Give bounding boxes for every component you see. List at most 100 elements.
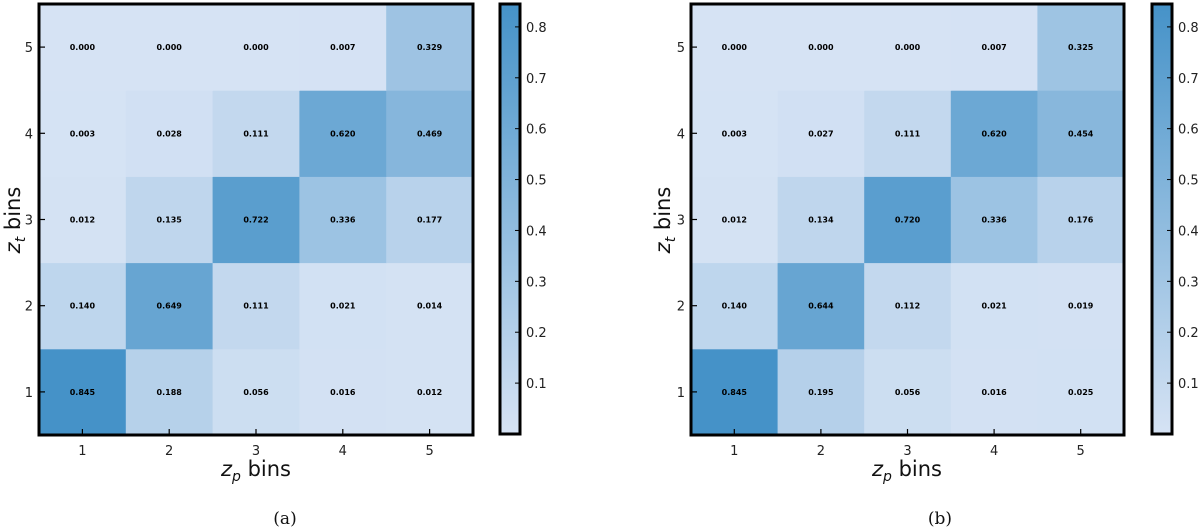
y-tick-label: 4 xyxy=(25,127,33,142)
cell-value-label: 0.336 xyxy=(330,216,356,225)
cell-value-label: 0.000 xyxy=(895,43,921,52)
heatmap-cells-a xyxy=(39,4,474,436)
cell-value-label: 0.003 xyxy=(722,129,747,138)
colorbar-tick-label: 0.6 xyxy=(526,123,547,138)
y-tick-label: 4 xyxy=(677,127,685,142)
x-axis-label-a: zp bins xyxy=(220,457,291,485)
heatmap-cell xyxy=(1037,4,1125,91)
cell-value-label: 0.140 xyxy=(722,302,748,311)
heatmap-cell xyxy=(299,4,387,91)
y-axis-label-a: zt bins xyxy=(1,187,29,255)
heatmap-cell xyxy=(691,348,779,436)
heatmap-cell xyxy=(864,90,952,177)
cell-labels-b: 0.845 0.195 0.056 0.016 0.025 0.140 0.644 0.112… xyxy=(722,43,1094,397)
heatmap-cell xyxy=(39,4,127,91)
cell-value-label: 0.845 xyxy=(70,388,96,397)
cell-value-label: 0.644 xyxy=(808,302,834,311)
cell-value-label: 0.021 xyxy=(330,302,356,311)
cell-value-label: 0.177 xyxy=(417,216,442,225)
cell-value-label: 0.012 xyxy=(417,388,442,397)
heatmap-cell xyxy=(125,348,214,436)
cell-value-label: 0.111 xyxy=(243,302,269,311)
heatmap-cell xyxy=(950,90,1038,177)
colorbar-tick-label: 0.4 xyxy=(526,224,547,239)
y-tick-label: 3 xyxy=(677,214,685,229)
cell-value-label: 0.025 xyxy=(1068,388,1094,397)
cell-value-label: 0.620 xyxy=(981,129,1007,138)
colorbar-ticks-a: 0.1 0.2 0.3 0.4 0.5 0.6 0.7 0.8 xyxy=(515,21,547,392)
cell-value-label: 0.056 xyxy=(243,388,269,397)
y-tick-label: 5 xyxy=(677,41,685,56)
heatmap-cell xyxy=(39,262,127,350)
colorbar-tick-label: 0.2 xyxy=(526,326,547,341)
cell-value-label: 0.176 xyxy=(1068,216,1094,225)
cell-value-label: 0.028 xyxy=(157,129,183,138)
cell-value-label: 0.019 xyxy=(1068,302,1094,311)
cell-value-label: 0.111 xyxy=(895,129,921,138)
cell-value-label: 0.000 xyxy=(157,43,183,52)
y-ticks-b: 1 2 3 4 5 xyxy=(677,41,697,401)
heatmap-cell xyxy=(386,176,474,264)
heatmap-cell xyxy=(1037,176,1125,264)
heatmap-cell xyxy=(212,4,300,91)
heatmap-cell xyxy=(864,4,952,91)
cell-value-label: 0.000 xyxy=(722,43,748,52)
x-ticks-a: 1 2 3 4 5 xyxy=(78,429,434,459)
heatmap-cell xyxy=(950,262,1038,350)
heatmap-cell xyxy=(212,176,300,264)
heatmap-cell xyxy=(777,90,865,177)
colorbar-tick-label: 0.3 xyxy=(526,275,547,290)
x-tick-label: 2 xyxy=(165,444,173,459)
cell-value-label: 0.469 xyxy=(417,129,443,138)
colorbar-tick-label: 0.7 xyxy=(526,72,547,87)
heatmap-cell xyxy=(1037,348,1125,436)
heatmap-cell xyxy=(299,176,387,264)
y-tick-label: 2 xyxy=(25,300,33,315)
cell-value-label: 0.000 xyxy=(243,43,269,52)
heatmap-cell xyxy=(39,90,127,177)
heatmap-cell xyxy=(864,176,952,264)
cell-value-label: 0.007 xyxy=(981,43,1006,52)
cell-value-label: 0.845 xyxy=(722,388,748,397)
cell-value-label: 0.007 xyxy=(330,43,355,52)
cell-value-label: 0.135 xyxy=(157,216,183,225)
heatmap-cell xyxy=(864,262,952,350)
cell-value-label: 0.195 xyxy=(808,388,834,397)
colorbar-tick-label: 0.6 xyxy=(1178,123,1199,138)
cell-value-label: 0.329 xyxy=(417,43,443,52)
cell-value-label: 0.016 xyxy=(330,388,356,397)
x-tick-label: 5 xyxy=(425,444,433,459)
colorbar-tick-label: 0.5 xyxy=(526,174,547,189)
cell-value-label: 0.722 xyxy=(243,216,268,225)
cell-value-label: 0.325 xyxy=(1068,43,1094,52)
colorbar-tick-label: 0.5 xyxy=(1178,174,1199,189)
heatmap-cell xyxy=(212,90,300,177)
colorbar-tick-label: 0.2 xyxy=(1178,326,1199,341)
heatmap-cell xyxy=(691,90,779,177)
colorbar-tick-label: 0.8 xyxy=(526,21,547,36)
cell-value-label: 0.014 xyxy=(417,302,443,311)
colorbar-tick-label: 0.1 xyxy=(526,377,547,392)
heatmap-cell xyxy=(386,262,474,350)
heatmap-cell xyxy=(39,176,127,264)
x-tick-label: 2 xyxy=(817,444,825,459)
heatmap-cell xyxy=(950,348,1038,436)
heatmap-cell xyxy=(125,176,214,264)
colorbar-tick-label: 0.4 xyxy=(1178,224,1199,239)
y-tick-label: 3 xyxy=(25,214,33,229)
heatmap-cell xyxy=(386,90,474,177)
heatmap-cell xyxy=(299,90,387,177)
y-axis-label-b: zt bins xyxy=(651,187,679,255)
heatmap-cell xyxy=(691,176,779,264)
colorbar-tick-label: 0.7 xyxy=(1178,72,1199,87)
heatmap-cell xyxy=(777,4,865,91)
heatmap-cells-b xyxy=(691,4,1125,436)
heatmap-cell xyxy=(125,262,214,350)
cell-value-label: 0.021 xyxy=(981,302,1007,311)
cell-labels-a: 0.845 0.188 0.056 0.016 0.012 0.140 0.649 0.111… xyxy=(70,43,443,397)
y-tick-label: 1 xyxy=(25,386,33,401)
heatmap-cell xyxy=(386,348,474,436)
heatmap-cell xyxy=(777,262,865,350)
